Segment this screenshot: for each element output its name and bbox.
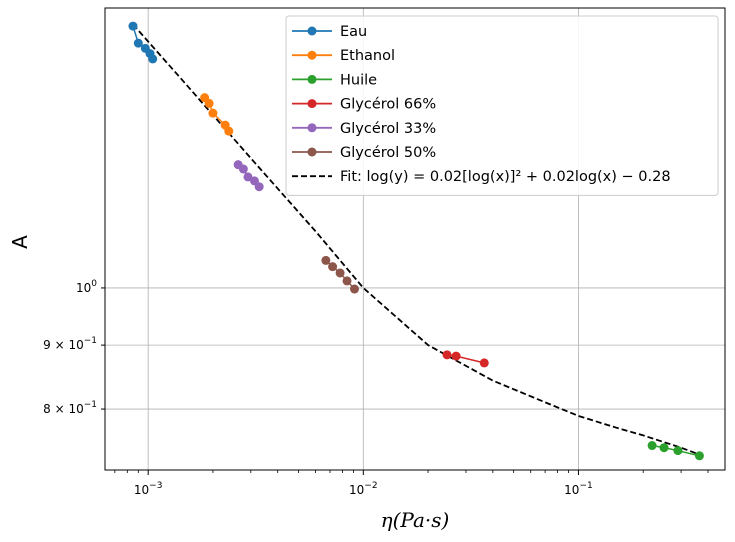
data-point <box>133 38 143 48</box>
series-glyc-rol-50- <box>321 255 359 294</box>
legend-marker <box>307 123 317 133</box>
fit-line <box>132 23 702 456</box>
legend-label: Fit: log(y) = 0.02[log(x)]² + 0.02log(x)… <box>340 169 671 185</box>
legend-marker <box>307 50 317 60</box>
legend-label: Glycérol 33% <box>340 121 436 137</box>
data-point <box>321 255 331 265</box>
data-point <box>349 284 359 294</box>
x-tick-label: 10−3 <box>134 481 163 497</box>
legend-entry-glyc-rol-50-: Glycérol 50% <box>292 145 436 161</box>
data-point <box>328 262 338 272</box>
legend-entry-glyc-rol-66-: Glycérol 66% <box>292 97 436 113</box>
legend-marker <box>307 26 317 36</box>
series-eau <box>128 21 158 64</box>
legend-entry-huile: Huile <box>292 72 377 88</box>
data-point <box>128 21 138 31</box>
legend-box <box>285 15 719 196</box>
legend-entry-glyc-rol-33-: Glycérol 33% <box>292 121 436 137</box>
y-tick-label: 9 × 10−1 <box>43 336 97 352</box>
data-point <box>442 350 452 360</box>
legend-label: Glycérol 50% <box>340 145 436 161</box>
x-axis-label: η(Pa·s) <box>381 508 450 532</box>
legend-marker <box>307 147 317 157</box>
data-point <box>224 126 234 136</box>
data-point <box>673 446 683 456</box>
legend-label: Eau <box>340 24 367 40</box>
series-glyc-rol-33- <box>233 160 264 192</box>
plot-frame <box>104 7 726 471</box>
data-point <box>148 54 158 64</box>
data-point <box>647 441 657 451</box>
data-point <box>243 172 253 182</box>
series-line <box>651 444 700 457</box>
legend-label: Ethanol <box>340 48 395 64</box>
y-tick-label: 8 × 10−1 <box>43 400 97 416</box>
data-point <box>342 276 352 286</box>
data-point <box>479 358 489 368</box>
series-glyc-rol-66- <box>442 350 489 368</box>
legend-marker <box>307 99 317 109</box>
legend-entry-fit-log-y-0-02-log-x-0-0: Fit: log(y) = 0.02[log(x)]² + 0.02log(x)… <box>292 169 671 185</box>
data-point <box>335 268 345 278</box>
fit-curve <box>132 23 702 456</box>
legend-label: Glycérol 66% <box>340 97 436 113</box>
data-point <box>694 451 704 461</box>
data-point <box>204 98 214 108</box>
legend-entry-eau: Eau <box>292 24 367 40</box>
y-tick-label: 100 <box>76 279 97 295</box>
data-point <box>238 164 248 174</box>
x-tick-label: 10−2 <box>349 481 378 497</box>
legend: Eau Ethanol Huile Glycérol 66% Glycérol 33% G… <box>285 15 719 196</box>
data-point <box>254 182 264 192</box>
data-point <box>659 443 669 453</box>
series-huile <box>647 441 704 461</box>
x-tick-label: 10−1 <box>564 481 593 497</box>
data-point <box>208 108 218 118</box>
legend-label: Huile <box>340 72 377 88</box>
series-ethanol <box>200 93 234 136</box>
y-axis-label: A <box>8 235 32 249</box>
ticks: 10−3 10−2 10−1 100 9 × 10−1 8 × 10−1 <box>43 279 709 497</box>
series <box>128 21 704 461</box>
legend-entry-ethanol: Ethanol <box>292 48 395 64</box>
legend-marker <box>307 74 317 84</box>
data-point <box>451 351 461 361</box>
